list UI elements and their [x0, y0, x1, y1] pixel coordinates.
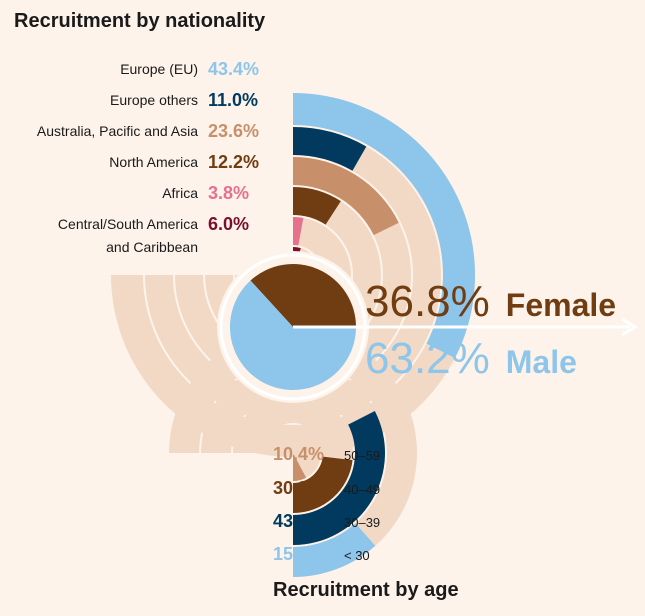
age-label: 50–59 — [344, 448, 381, 463]
age-legend-row: 30.8% 40–49 — [273, 478, 380, 499]
gender-value: 36.8% — [365, 277, 490, 326]
nationality-label-line: and Caribbean — [106, 239, 198, 255]
pie-slice-female — [250, 264, 356, 327]
age-value: 10.4% — [273, 444, 325, 464]
nationality-legend-row: Europe others 11.0% — [110, 89, 266, 112]
nationality-value: 43.4% — [208, 59, 260, 79]
age-value: 30.8% — [273, 478, 325, 498]
pie-slice-male — [230, 280, 356, 391]
nationality-label: North America — [109, 151, 198, 174]
nationality-value: 12.2% — [208, 152, 260, 172]
gender-legend-row: 63.2% Male — [365, 334, 577, 384]
gender-legend-row: 36.8% Female — [365, 277, 616, 327]
age-value: 15.4% — [273, 544, 325, 564]
nationality-label-line: North America — [109, 154, 198, 170]
age-label: 30–39 — [344, 515, 381, 530]
nationality-value: 11.0% — [208, 90, 259, 110]
nationality-bar — [293, 127, 367, 171]
age-bar — [293, 523, 376, 577]
nationality-label-line: Europe (EU) — [120, 61, 198, 77]
nationality-value: 6.0% — [208, 214, 250, 234]
age-rings — [169, 329, 417, 577]
gender-value: 63.2% — [365, 334, 490, 383]
nationality-legend-row: Europe (EU) 43.4% — [120, 58, 266, 81]
gender-label: Male — [505, 344, 577, 380]
nationality-label: Africa — [162, 182, 198, 205]
nationality-legend-row: North America 12.2% — [109, 151, 266, 174]
nationality-bar — [293, 157, 399, 236]
age-bar — [293, 454, 307, 481]
age-track — [265, 425, 321, 481]
nationality-title: Recruitment by nationality — [14, 10, 266, 32]
age-bar — [293, 456, 353, 513]
nationality-label: Europe others — [110, 89, 198, 112]
nationality-bar — [293, 187, 341, 225]
gender-label: Female — [505, 287, 617, 323]
age-legend-row: 10.4% 50–59 — [273, 444, 380, 465]
nationality-value: 3.8% — [208, 183, 250, 203]
nationality-bar — [293, 93, 476, 359]
age-bar — [293, 410, 385, 545]
nationality-label-line: Australia, Pacific and Asia — [36, 123, 198, 139]
nationality-label: Central/South America and Caribbean — [58, 213, 198, 259]
age-legend-row: 43.4% 30–39 — [273, 511, 380, 532]
nationality-legend-row: Australia, Pacific and Asia 23.6% — [37, 120, 266, 143]
nationality-legend-row: Africa 3.8% — [162, 182, 266, 205]
arrow-head — [621, 317, 638, 337]
age-label: < 30 — [344, 548, 370, 563]
nationality-label: Australia, Pacific and Asia — [37, 120, 198, 143]
nationality-label-line: Central/South America — [57, 216, 198, 232]
nationality-label-line: Europe others — [110, 92, 198, 108]
nationality-value: 23.6% — [208, 121, 260, 141]
nationality-label-line: Africa — [162, 185, 198, 201]
age-value: 43.4% — [273, 511, 325, 531]
nationality-legend-row: Central/South America and Caribbean 6.0% — [58, 213, 266, 259]
age-legend-row: 15.4% < 30 — [273, 544, 370, 565]
age-title: Recruitment by age — [273, 579, 459, 601]
nationality-bar — [293, 217, 304, 246]
age-label: 40–49 — [344, 482, 381, 497]
nationality-label: Europe (EU) — [120, 58, 198, 81]
